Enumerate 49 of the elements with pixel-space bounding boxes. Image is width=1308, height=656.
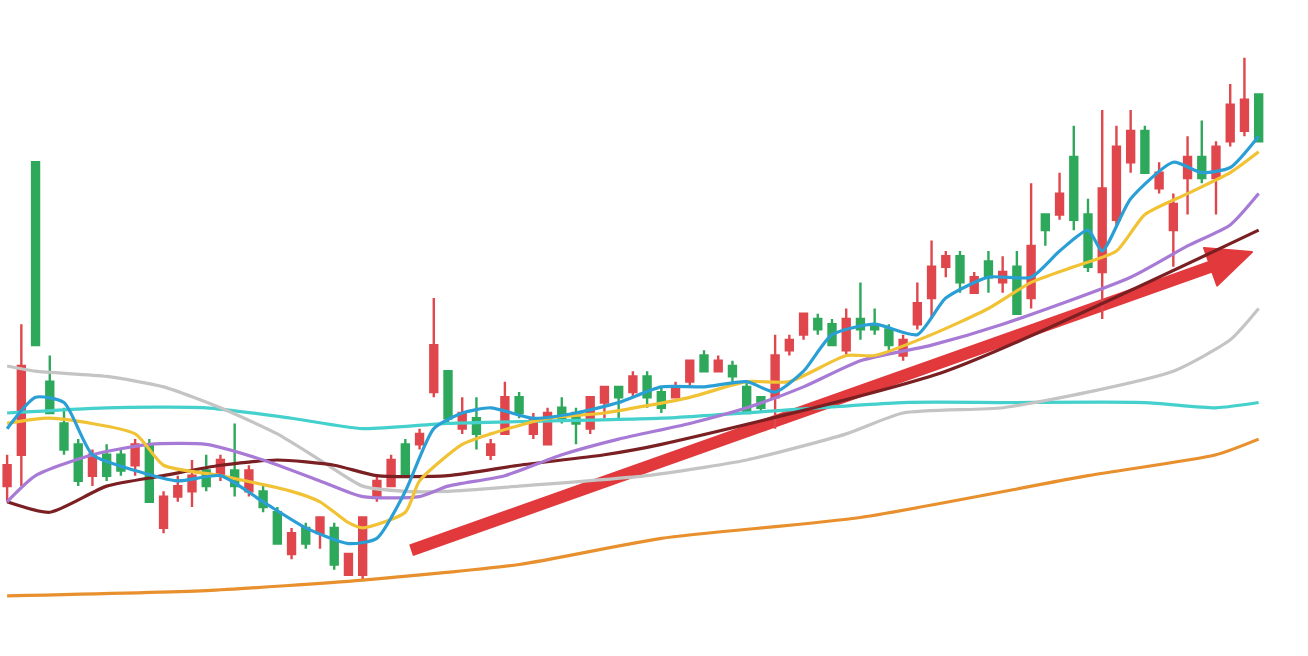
candlestick — [343, 552, 354, 577]
candlestick — [1026, 181, 1036, 310]
candlestick — [1168, 192, 1179, 268]
candlestick — [400, 437, 411, 477]
candlestick — [59, 406, 69, 456]
candlestick — [1140, 124, 1150, 174]
candlestick — [813, 312, 823, 336]
candlestick — [1211, 140, 1221, 216]
candlestick — [1097, 108, 1107, 321]
candlestick — [1040, 213, 1051, 248]
candlestick — [286, 526, 297, 561]
candlestick — [315, 516, 325, 550]
candlestick — [628, 370, 638, 399]
candlestick — [30, 161, 41, 347]
candlestick — [158, 490, 169, 535]
candlestick — [471, 396, 482, 451]
candlestick — [1239, 56, 1250, 138]
candlestick — [685, 359, 695, 389]
candlestick — [1182, 134, 1193, 216]
candlestick — [912, 281, 923, 331]
candlestick — [414, 427, 425, 451]
candlestick — [1069, 124, 1079, 232]
candlestick — [941, 249, 951, 279]
candlestick — [485, 437, 496, 462]
candlestick — [983, 249, 994, 295]
candlestick — [386, 453, 396, 488]
candlestick — [599, 385, 610, 420]
candlestick — [784, 333, 795, 357]
candlestick — [1154, 161, 1164, 195]
candlestick — [443, 370, 453, 425]
candlestick — [1111, 124, 1122, 227]
candlestick — [429, 296, 439, 399]
candlestick — [173, 474, 183, 503]
candlestick — [514, 390, 524, 420]
candlestick — [2, 453, 12, 503]
candlestick — [1253, 93, 1264, 143]
candlestick — [1225, 82, 1235, 148]
candlestick — [713, 354, 723, 373]
candlestick — [1054, 171, 1065, 221]
candlestick — [613, 385, 624, 420]
candlestick — [955, 249, 965, 295]
candlestick — [884, 323, 894, 352]
candlestick — [727, 359, 738, 383]
candlestick — [798, 312, 809, 342]
candlestick — [1125, 108, 1136, 174]
candlestick — [272, 505, 283, 545]
candlestick — [1197, 119, 1207, 185]
candlestick — [926, 239, 937, 321]
candlestick — [699, 349, 709, 373]
